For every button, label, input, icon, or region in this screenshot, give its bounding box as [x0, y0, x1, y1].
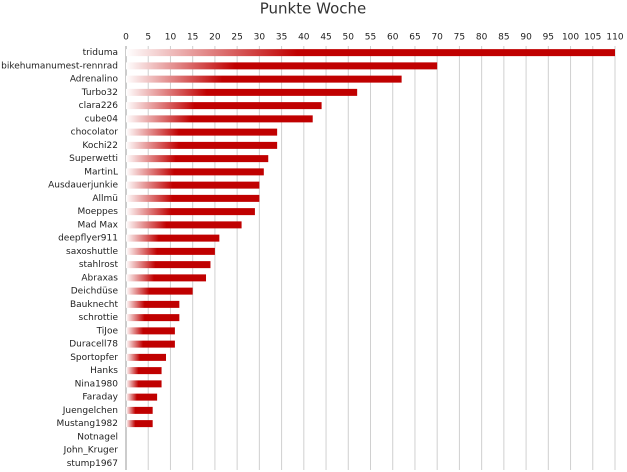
- bar: [126, 115, 313, 123]
- x-tick-label: 10: [165, 33, 177, 43]
- bar: [126, 247, 215, 255]
- y-tick-label: MartinL: [84, 167, 118, 177]
- x-tick-label: 15: [187, 33, 198, 43]
- bar: [126, 88, 358, 96]
- y-tick-label: Abraxas: [81, 273, 118, 283]
- bar: [126, 102, 322, 110]
- bar: [126, 300, 180, 308]
- x-tick-label: 45: [320, 33, 331, 43]
- y-tick-label: stump1967: [67, 459, 118, 469]
- x-tick-label: 50: [343, 33, 355, 43]
- y-tick-label: Bauknecht: [70, 300, 118, 310]
- bar: [126, 155, 269, 163]
- bar: [126, 75, 402, 83]
- y-tick-label: saxoshuttle: [66, 247, 118, 257]
- bar: [126, 380, 162, 388]
- y-tick-label: bikehumanumest-rennrad: [1, 61, 118, 71]
- y-tick-label: Duracell78: [69, 340, 118, 350]
- y-tick-label: Nina1980: [75, 379, 119, 389]
- y-tick-label: Notnagel: [77, 432, 118, 442]
- bar: [126, 62, 438, 70]
- y-tick-label: triduma: [83, 48, 118, 58]
- y-tick-label: Mustang1982: [56, 419, 118, 429]
- x-tick-label: 105: [584, 33, 601, 43]
- x-tick-label: 85: [498, 33, 509, 43]
- bar: [126, 208, 255, 216]
- y-tick-label: chocolator: [71, 128, 119, 138]
- x-tick-label: 95: [543, 33, 554, 43]
- y-tick-label: John_Kruger: [63, 446, 119, 456]
- y-tick-label: TiJoe: [96, 326, 119, 336]
- x-tick-label: 100: [562, 33, 579, 43]
- y-tick-label: deepflyer911: [58, 234, 118, 244]
- bar: [126, 194, 260, 202]
- x-tick-label: 30: [254, 33, 266, 43]
- bar: [126, 406, 153, 414]
- bar: [126, 261, 211, 269]
- y-tick-label: Allmü: [92, 194, 118, 204]
- y-tick-label: cube04: [85, 114, 119, 124]
- y-tick-label: Sportopfer: [70, 353, 118, 363]
- y-tick-label: clara226: [79, 101, 119, 111]
- y-tick-label: schrottie: [79, 313, 119, 323]
- x-tick-label: 40: [298, 33, 310, 43]
- x-tick-label: 60: [387, 33, 399, 43]
- bar: [126, 168, 264, 176]
- bar: [126, 327, 175, 335]
- y-tick-label: Juengelchen: [62, 406, 118, 416]
- x-tick-label: 70: [431, 33, 443, 43]
- y-tick-label: stahlrost: [79, 260, 119, 270]
- y-tick-label: Faraday: [82, 393, 118, 403]
- x-tick-label: 5: [145, 33, 151, 43]
- x-tick-label: 65: [409, 33, 420, 43]
- y-tick-label: Turbo32: [81, 88, 118, 98]
- chart-title: Punkte Woche: [260, 0, 366, 18]
- y-tick-label: Ausdauerjunkie: [48, 181, 118, 191]
- y-tick-label: Adrenalino: [70, 75, 119, 85]
- bar: [126, 274, 207, 282]
- bar: [126, 367, 162, 375]
- x-tick-label: 20: [209, 33, 221, 43]
- x-tick-label: 90: [520, 33, 532, 43]
- y-tick-label: Hanks: [90, 366, 118, 376]
- bar: [126, 128, 278, 136]
- bar: [126, 181, 260, 189]
- bar: [126, 353, 167, 361]
- y-tick-label: Deichdüse: [71, 287, 119, 297]
- y-tick-label: Mad Max: [78, 220, 119, 230]
- bar: [126, 340, 175, 348]
- x-tick-label: 80: [476, 33, 488, 43]
- y-tick-label: Superwetti: [69, 154, 118, 164]
- bar: [126, 141, 278, 149]
- bar: [126, 221, 242, 229]
- x-tick-label: 25: [231, 33, 242, 43]
- bar: [126, 420, 153, 428]
- bar: [126, 49, 615, 57]
- bar: [126, 287, 193, 295]
- x-tick-label: 110: [606, 33, 623, 43]
- bar: [126, 393, 158, 401]
- x-tick-label: 35: [276, 33, 287, 43]
- y-tick-label: Kochi22: [82, 141, 118, 151]
- bar: [126, 234, 220, 242]
- x-tick-label: 0: [123, 33, 129, 43]
- x-tick-label: 75: [454, 33, 465, 43]
- bar: [126, 314, 180, 322]
- y-tick-label: Moeppes: [78, 207, 119, 217]
- x-tick-label: 55: [365, 33, 376, 43]
